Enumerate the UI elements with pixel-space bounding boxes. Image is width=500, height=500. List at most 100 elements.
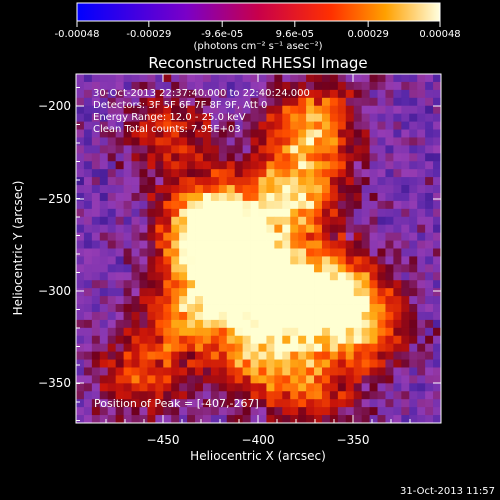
heatmap-cell bbox=[226, 359, 236, 368]
heatmap-cell bbox=[337, 232, 347, 241]
heatmap-cell bbox=[258, 113, 267, 122]
heatmap-cell bbox=[377, 232, 386, 241]
heatmap-cell bbox=[234, 81, 244, 91]
heatmap-cell bbox=[274, 232, 283, 241]
heatmap-cell bbox=[417, 327, 426, 337]
heatmap-cell bbox=[76, 200, 85, 210]
heatmap-cell bbox=[171, 375, 180, 384]
heatmap-cell bbox=[76, 161, 85, 170]
heatmap-cell bbox=[139, 319, 148, 329]
heatmap-cell bbox=[329, 327, 339, 337]
heatmap-cell bbox=[91, 311, 101, 321]
heatmap-cell bbox=[163, 200, 172, 210]
heatmap-cell bbox=[187, 240, 196, 249]
heatmap-cell bbox=[210, 351, 220, 360]
heatmap-cell bbox=[417, 407, 426, 416]
heatmap-cell bbox=[147, 240, 156, 249]
heatmap-cell bbox=[337, 311, 347, 321]
heatmap-cell bbox=[369, 304, 378, 313]
heatmap-cell bbox=[306, 161, 315, 170]
heatmap-cell bbox=[425, 240, 434, 249]
heatmap-cell bbox=[163, 311, 172, 321]
heatmap-cell bbox=[314, 145, 323, 154]
heatmap-cell bbox=[218, 256, 228, 265]
heatmap-cell bbox=[107, 327, 117, 337]
heatmap-cell bbox=[99, 415, 109, 424]
heatmap-cell bbox=[385, 145, 394, 154]
heatmap-cell bbox=[131, 407, 140, 416]
heatmap-cell bbox=[433, 161, 442, 170]
heatmap-cell bbox=[83, 129, 93, 138]
heatmap-cell bbox=[139, 169, 148, 178]
heatmap-cell bbox=[131, 311, 140, 321]
heatmap-cell bbox=[107, 177, 117, 186]
heatmap-cell bbox=[401, 89, 410, 99]
heatmap-cell bbox=[290, 343, 299, 353]
heatmap-cell bbox=[195, 367, 204, 376]
heatmap-cell bbox=[83, 407, 93, 416]
heatmap-cell bbox=[115, 407, 124, 416]
heatmap-cell bbox=[433, 335, 442, 345]
heatmap-cell bbox=[385, 185, 394, 194]
heatmap-cell bbox=[258, 359, 267, 368]
heatmap-cell bbox=[123, 74, 132, 83]
heatmap-cell bbox=[155, 264, 164, 273]
heatmap-cell bbox=[91, 208, 101, 218]
heatmap-cell bbox=[123, 81, 132, 91]
heatmap-cell bbox=[139, 105, 148, 115]
heatmap-cell bbox=[337, 407, 347, 416]
heatmap-cell bbox=[401, 161, 410, 170]
heatmap-cell bbox=[99, 272, 109, 281]
heatmap-cell bbox=[306, 343, 315, 353]
heatmap-cell bbox=[337, 185, 347, 194]
heatmap-cell bbox=[266, 391, 275, 400]
heatmap-cell bbox=[155, 216, 164, 226]
heatmap-cell bbox=[155, 145, 164, 154]
heatmap-cell bbox=[234, 264, 244, 273]
heatmap-cell bbox=[361, 208, 370, 218]
heatmap-cell bbox=[433, 415, 442, 424]
y-tick-label: −250 bbox=[38, 192, 71, 206]
heatmap-cell bbox=[187, 169, 196, 178]
heatmap-cell bbox=[258, 89, 267, 99]
heatmap-cell bbox=[226, 288, 236, 297]
heatmap-cell bbox=[83, 169, 93, 178]
heatmap-cell bbox=[377, 81, 386, 91]
heatmap-cell bbox=[147, 200, 156, 210]
heatmap-cell bbox=[282, 272, 291, 281]
heatmap-cell bbox=[155, 185, 164, 194]
heatmap-cell bbox=[147, 145, 156, 154]
heatmap-cell bbox=[329, 359, 339, 368]
heatmap-cell bbox=[369, 248, 378, 257]
heatmap-cell bbox=[250, 367, 259, 376]
heatmap-cell bbox=[202, 200, 212, 210]
heatmap-cell bbox=[163, 256, 172, 265]
heatmap-cell bbox=[337, 177, 347, 186]
heatmap-cell bbox=[115, 224, 124, 234]
heatmap-cell bbox=[250, 153, 259, 162]
heatmap-cell bbox=[242, 200, 251, 210]
heatmap-cell bbox=[377, 296, 386, 305]
heatmap-cell bbox=[353, 296, 363, 305]
heatmap-cell bbox=[234, 192, 244, 202]
heatmap-cell bbox=[250, 327, 259, 337]
heatmap-cell bbox=[345, 232, 355, 241]
heatmap-cell bbox=[242, 74, 251, 83]
heatmap-cell bbox=[107, 200, 117, 210]
heatmap-cell bbox=[337, 351, 347, 360]
heatmap-cell bbox=[202, 304, 212, 313]
heatmap-cell bbox=[195, 359, 204, 368]
heatmap-cell bbox=[107, 280, 117, 289]
heatmap-cell bbox=[226, 145, 236, 154]
heatmap-cell bbox=[147, 319, 156, 329]
heatmap-cell bbox=[171, 232, 180, 241]
heatmap-cell bbox=[258, 296, 267, 305]
heatmap-cell bbox=[107, 304, 117, 313]
heatmap-cell bbox=[425, 272, 434, 281]
heatmap-cell bbox=[321, 105, 331, 115]
heatmap-cell bbox=[353, 280, 363, 289]
heatmap-cell bbox=[91, 248, 101, 257]
heatmap-cell bbox=[258, 81, 267, 91]
heatmap-cell bbox=[321, 74, 331, 83]
heatmap-cell bbox=[195, 208, 204, 218]
